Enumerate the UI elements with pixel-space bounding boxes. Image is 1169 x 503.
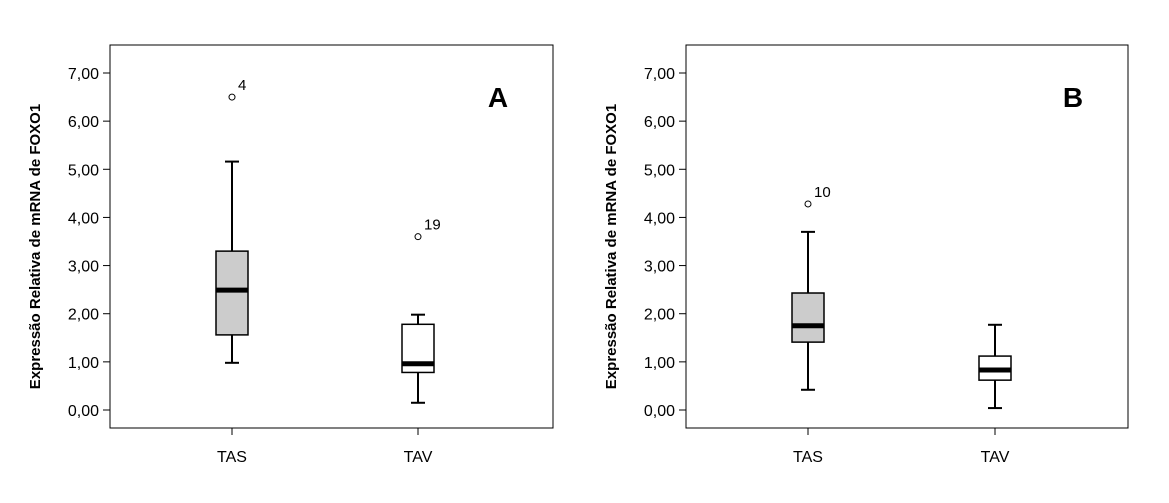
y-tick-label: 2,00 xyxy=(644,307,675,324)
outlier-label: 4 xyxy=(238,77,246,94)
box-tav xyxy=(978,323,1012,410)
y-axis-label: Expressão Relativa de mRNA de FOXO1 xyxy=(603,104,620,389)
y-tick-label: 6,00 xyxy=(68,114,99,131)
panel-a: 0,00 1,00 2,00 3,00 4,00 5,00 6,00 7,00 Expressã… xyxy=(27,44,554,466)
x-tick-label: TAS xyxy=(793,449,823,466)
outlier-point xyxy=(414,233,422,241)
plot-frame xyxy=(685,44,1129,429)
y-tick-label: 1,00 xyxy=(644,355,675,372)
outlier-point xyxy=(228,93,236,101)
y-tick-label: 0,00 xyxy=(644,403,675,420)
y-tick-label: 2,00 xyxy=(68,307,99,324)
x-tick-label: TAV xyxy=(981,449,1010,466)
x-tick-label: TAS xyxy=(217,449,247,466)
x-tick-label: TAV xyxy=(404,449,433,466)
panel-label: B xyxy=(1063,82,1083,113)
y-tick-label: 4,00 xyxy=(644,210,675,227)
iqr-box xyxy=(215,250,249,336)
iqr-box xyxy=(791,292,825,343)
box-tas: 10 xyxy=(791,184,831,391)
outlier-label: 10 xyxy=(814,184,831,201)
box-tas: 4 xyxy=(215,77,249,364)
plot-frame xyxy=(109,44,554,429)
y-tick-label: 3,00 xyxy=(68,259,99,276)
y-axis-label: Expressão Relativa de mRNA de FOXO1 xyxy=(27,104,44,389)
outlier-point xyxy=(804,200,812,208)
y-tick-label: 4,00 xyxy=(68,210,99,227)
y-tick-label: 7,00 xyxy=(68,66,99,83)
y-tick-label: 0,00 xyxy=(68,403,99,420)
outlier-label: 19 xyxy=(424,217,441,234)
y-tick-label: 5,00 xyxy=(644,162,675,179)
y-tick-label: 1,00 xyxy=(68,355,99,372)
y-tick-label: 6,00 xyxy=(644,114,675,131)
y-tick-label: 3,00 xyxy=(644,259,675,276)
panel-label: A xyxy=(488,82,508,113)
y-tick-label: 5,00 xyxy=(68,162,99,179)
panel-b: 0,00 1,00 2,00 3,00 4,00 5,00 6,00 7,00 Expressã… xyxy=(603,44,1129,466)
box-tav: 19 xyxy=(401,217,441,404)
y-tick-label: 7,00 xyxy=(644,66,675,83)
